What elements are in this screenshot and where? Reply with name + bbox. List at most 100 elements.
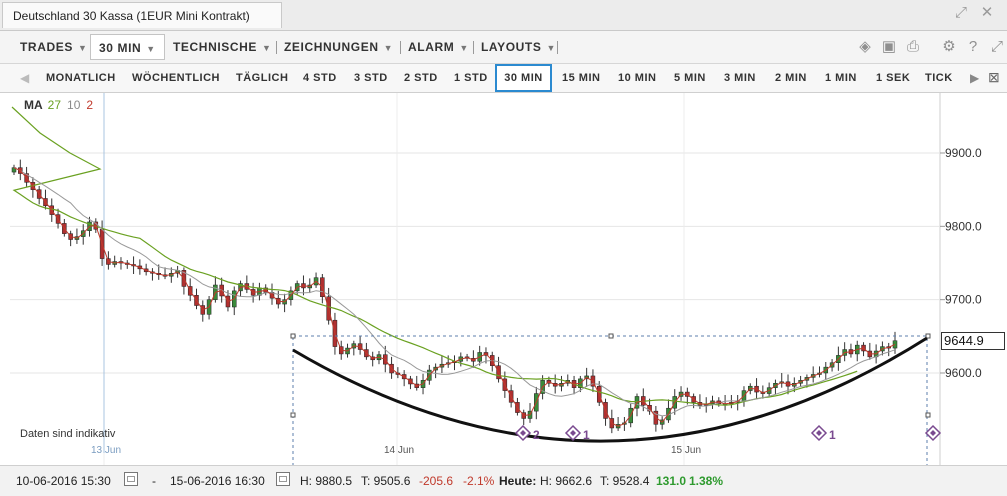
range-change-pct: -2.1% xyxy=(463,474,495,488)
x-tick-label: 15 Jun xyxy=(671,445,701,456)
menu-divider xyxy=(276,41,277,54)
trades-menu[interactable]: TRADES ▼ xyxy=(20,37,87,57)
signal-marker-core xyxy=(930,430,936,436)
trades-label: TRADES xyxy=(20,40,73,54)
period-15min[interactable]: 15 MIN xyxy=(562,72,601,84)
x-tick-label: 14 Jun xyxy=(384,445,414,456)
range-low: T: 9505.6 xyxy=(361,474,411,488)
range-high: H: 9880.5 xyxy=(300,474,353,488)
layers-icon[interactable]: ◈ xyxy=(859,38,871,55)
period-tick[interactable]: TICK xyxy=(925,72,953,84)
y-tick-label: 9700.0 xyxy=(945,293,982,307)
drawings-label: ZEICHNUNGEN xyxy=(284,40,379,54)
period-3h[interactable]: 3 STD xyxy=(354,72,388,84)
period-2h[interactable]: 2 STD xyxy=(404,72,438,84)
instrument-title: Deutschland 30 Kassa (1EUR Mini Kontrakt… xyxy=(13,9,250,23)
x-tick-label: 13 Jun xyxy=(91,445,121,456)
period-2min[interactable]: 2 MIN xyxy=(775,72,807,84)
technical-menu[interactable]: TECHNISCHE ▼ xyxy=(173,37,272,57)
fullscreen-icon[interactable]: ⤢ xyxy=(954,4,967,21)
period-3min[interactable]: 3 MIN xyxy=(724,72,756,84)
ma-long-line xyxy=(11,106,858,406)
print-icon[interactable]: ⎙ xyxy=(906,38,919,55)
signal-count-label: 1 xyxy=(829,428,836,442)
period-monthly[interactable]: MONATLICH xyxy=(46,72,116,84)
expand-icon[interactable]: ⤢ xyxy=(990,38,1003,55)
selection-handle xyxy=(925,333,931,339)
period-30min[interactable]: 30 MIN xyxy=(495,64,552,92)
window-title-bar: Deutschland 30 Kassa (1EUR Mini Kontrakt… xyxy=(0,0,1007,31)
y-tick-label: 9600.0 xyxy=(945,366,982,380)
status-bar: 10-06-2016 15:30 - 15-06-2016 16:30 H: 9… xyxy=(0,465,1007,496)
range-dash: - xyxy=(152,474,156,488)
today-change-pct: 1.38% xyxy=(689,474,724,488)
signal-marker-core xyxy=(520,430,526,436)
today-change: 131.0 xyxy=(656,474,687,488)
alarm-menu[interactable]: ALARM ▼ xyxy=(408,37,469,57)
period-1min[interactable]: 1 MIN xyxy=(825,72,857,84)
candle-body xyxy=(11,167,17,173)
interval-menu[interactable]: 30 MIN ▼ xyxy=(90,34,165,60)
menu-divider xyxy=(473,41,474,54)
range-from: 10-06-2016 15:30 xyxy=(16,474,111,488)
period-5min[interactable]: 5 MIN xyxy=(674,72,706,84)
menu-divider xyxy=(557,41,558,54)
ma-legend: MA 27 10 2 xyxy=(24,98,93,112)
period-1sec[interactable]: 1 SEK xyxy=(876,72,911,84)
chevron-down-icon: ▼ xyxy=(262,43,272,53)
indicative-note: Daten sind indikativ xyxy=(20,428,116,440)
drawings-menu[interactable]: ZEICHNUNGEN ▼ xyxy=(284,37,393,57)
price-chart[interactable]: 9900.0 9800.0 9700.0 9600.0 13 Jun 14 Jun 15 J… xyxy=(0,93,1007,496)
ma-short-line xyxy=(13,167,896,427)
drawn-arc-curve xyxy=(292,336,928,443)
period-scroll-left-icon[interactable]: ◀ xyxy=(20,71,30,85)
signal-count-label: 1 xyxy=(583,428,590,442)
alarm-label: ALARM xyxy=(408,40,455,54)
calendar-from-icon[interactable] xyxy=(124,472,138,486)
period-daily[interactable]: TÄGLICH xyxy=(236,72,289,84)
selection-handle xyxy=(290,333,296,339)
ma-mid-line xyxy=(13,167,896,417)
instrument-tab[interactable]: Deutschland 30 Kassa (1EUR Mini Kontrakt… xyxy=(2,2,282,28)
ma-mid-value: 10 xyxy=(67,98,81,112)
period-10min[interactable]: 10 MIN xyxy=(618,72,657,84)
calendar-to-icon[interactable] xyxy=(276,472,290,486)
chevron-down-icon: ▼ xyxy=(146,44,156,54)
ma-label: MA xyxy=(24,98,43,112)
today-low: T: 9528.4 xyxy=(600,474,650,488)
chart-canvas[interactable]: 9900.0 9800.0 9700.0 9600.0 13 Jun 14 Jun 15 J… xyxy=(0,93,1007,496)
chevron-down-icon: ▼ xyxy=(459,43,469,53)
image-icon[interactable]: ▣ xyxy=(881,38,897,55)
close-window-icon[interactable]: ✕ xyxy=(980,4,994,21)
layouts-menu[interactable]: LAYOUTS ▼ xyxy=(481,37,556,57)
today-high: H: 9662.6 xyxy=(540,474,593,488)
ma-long-value: 27 xyxy=(47,98,62,112)
period-1h[interactable]: 1 STD xyxy=(454,72,488,84)
chevron-down-icon: ▼ xyxy=(383,43,394,53)
signal-count-label: 2 xyxy=(533,428,540,442)
period-scroll-right-icon[interactable]: ▶ xyxy=(970,71,980,85)
chevron-down-icon: ▼ xyxy=(546,43,556,53)
selection-handle xyxy=(608,333,614,339)
signal-marker-core xyxy=(816,430,822,436)
menu-divider xyxy=(400,41,401,54)
gear-icon[interactable]: ⚙ xyxy=(942,38,956,55)
close-period-bar-icon[interactable]: ⊠ xyxy=(988,69,1000,85)
layouts-label: LAYOUTS xyxy=(481,40,542,54)
period-weekly[interactable]: WÖCHENTLICH xyxy=(132,72,220,84)
period-4h[interactable]: 4 STD xyxy=(303,72,337,84)
ma-short-value: 2 xyxy=(86,98,94,112)
period-selector: ◀ MONATLICH WÖCHENTLICH TÄGLICH 4 STD 3 … xyxy=(0,64,1007,93)
selection-handle xyxy=(925,412,931,418)
range-to: 15-06-2016 16:30 xyxy=(170,474,265,488)
help-icon[interactable]: ? xyxy=(968,38,978,55)
selection-handle xyxy=(290,412,296,418)
range-change: -205.6 xyxy=(419,474,454,488)
chevron-down-icon: ▼ xyxy=(77,43,88,53)
y-tick-label: 9900.0 xyxy=(945,146,982,160)
interval-label: 30 MIN xyxy=(99,41,142,55)
chart-toolbar: TRADES ▼ 30 MIN ▼ TECHNISCHE ▼ ZEICHNUNGEN ▼… xyxy=(0,31,1007,64)
current-price-label: 9644.9 xyxy=(941,332,1005,350)
y-tick-label: 9800.0 xyxy=(945,219,982,233)
technical-label: TECHNISCHE xyxy=(173,40,258,54)
